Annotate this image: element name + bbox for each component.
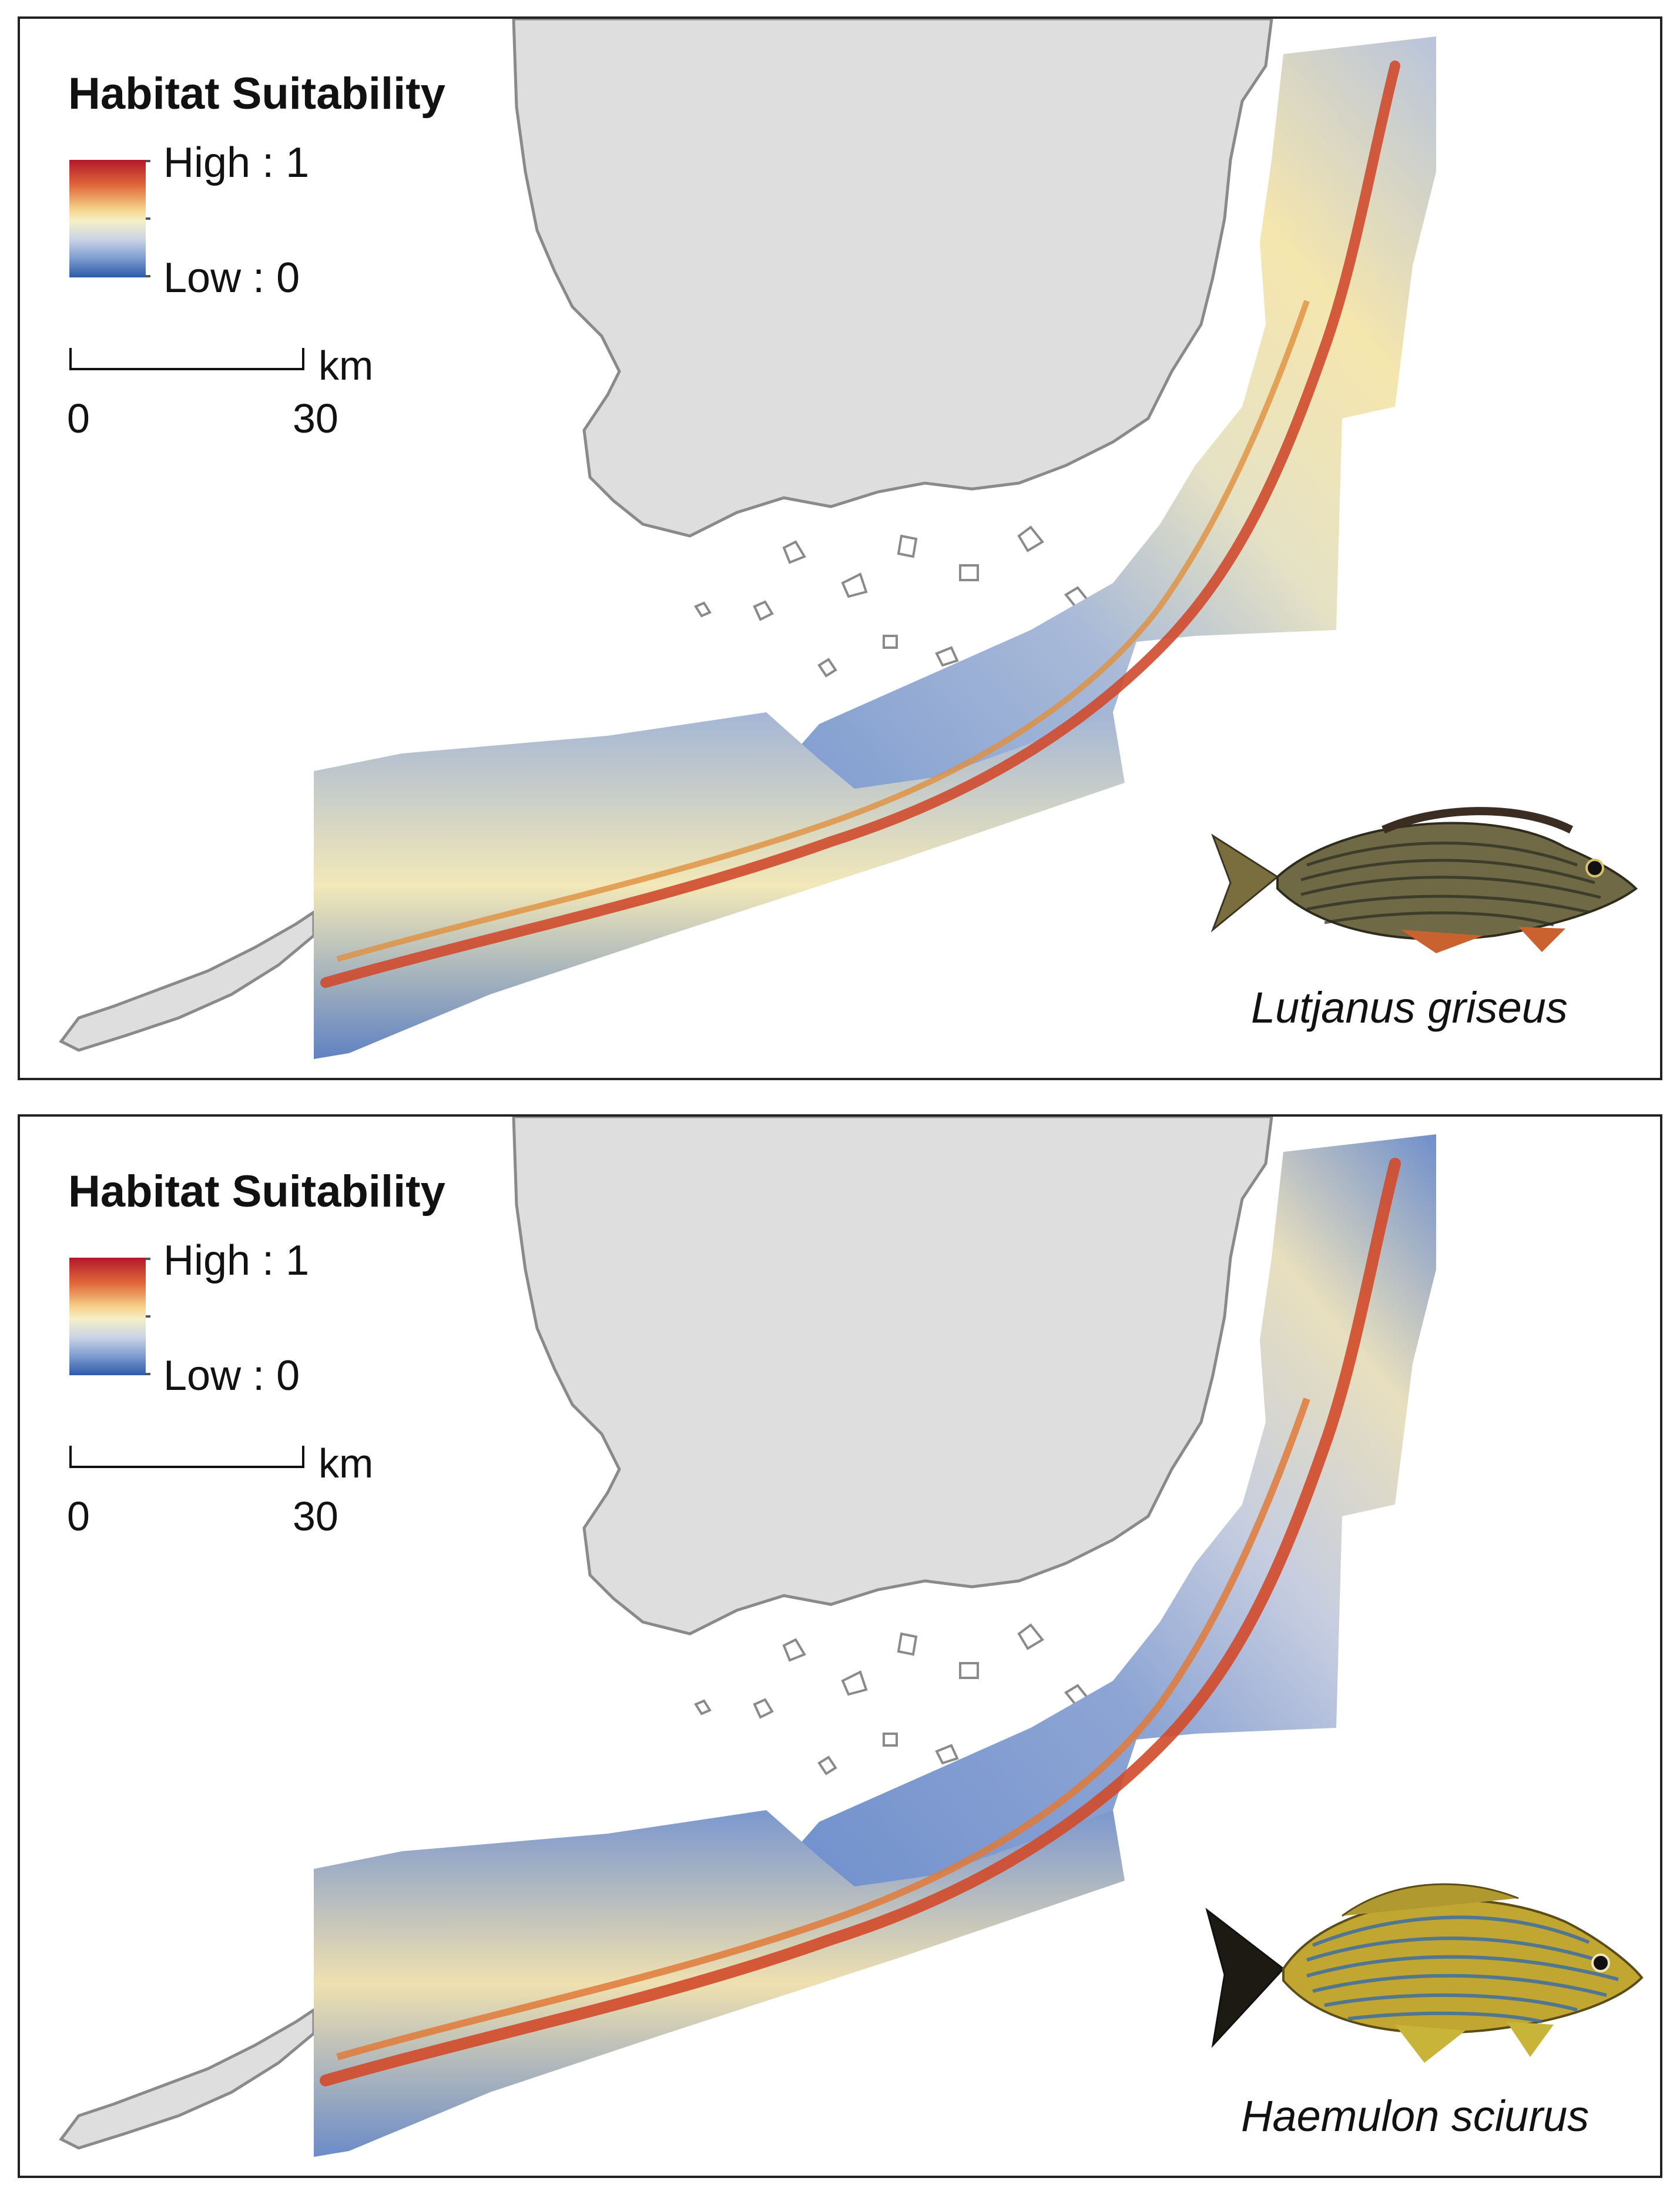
scale-unit: km [318,1440,374,1486]
suitability-raster-west [314,1810,1125,2157]
legend-color-ramp [69,160,146,277]
fish-illustration-gray-snapper [1210,807,1638,953]
species-label-top: Lutjanus griseus [1251,983,1568,1032]
legend-tick-high [146,160,150,162]
scale-bar [69,348,304,370]
scale-unit: km [318,343,374,388]
scale-min-label: 0 [67,396,90,441]
legend-title: Habitat Suitability [68,1167,445,1217]
scale-max-label: 30 [293,396,338,441]
legend-tick-mid [146,217,150,220]
legend-high-label: High : 1 [163,1237,310,1284]
species-label-bottom: Haemulon sciurus [1241,2092,1590,2140]
fish-illustration-bluestriped-grunt [1205,1883,1644,2063]
legend-low-label: Low : 0 [163,254,300,301]
legend-color-ramp [69,1258,146,1375]
legend-high-label: High : 1 [163,139,310,186]
reef-tract-highlight [320,61,1400,988]
scale-max-label: 30 [293,1493,338,1539]
map-canvas-bottom [59,1117,1436,2157]
legend-low-label: Low : 0 [163,1352,300,1399]
scale-min-label: 0 [67,1493,90,1539]
mainland-florida [512,1117,1273,1636]
suitability-raster-east [778,36,1436,812]
suitability-raster-east [778,1134,1436,1910]
map-panel-top: Habitat Suitability High : 1 Low : 0 km … [18,16,1662,1080]
nearshore-band [336,300,1310,962]
scale-bar [69,1446,304,1468]
map-canvas-top [59,19,1436,1059]
mainland-florida [512,19,1273,538]
legend-tick-low [146,275,150,277]
legend-tick-mid [146,1315,150,1318]
legend-tick-low [146,1373,150,1375]
legend-tick-high [146,1258,150,1260]
lower-keys-outline [59,2007,316,2150]
nearshore-band [336,1398,1310,2060]
map-panel-bottom: Habitat Suitability High : 1 Low : 0 km … [18,1114,1662,2178]
reef-tract-highlight [320,1158,1401,2086]
legend-title: Habitat Suitability [68,69,445,119]
suitability-raster-west [314,712,1125,1059]
lower-keys-outline [59,909,316,1052]
